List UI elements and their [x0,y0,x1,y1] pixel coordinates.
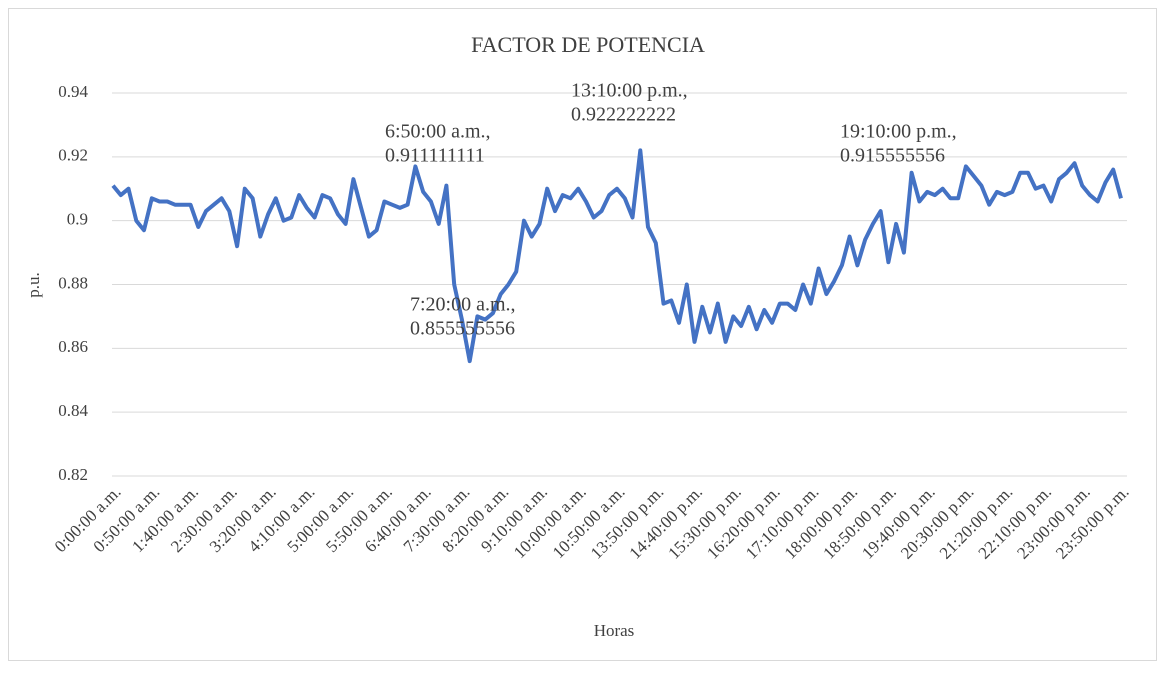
annotation: 0.922222222 [571,104,676,126]
data-line [111,148,1123,364]
annotation: 19:10:00 p.m., [840,121,957,143]
y-tick-label: 0.84 [58,401,88,420]
annotation: 6:50:00 a.m., [385,121,491,143]
y-tick-label: 0.88 [58,273,88,292]
annotation: 0.915555556 [840,145,945,167]
annotation: 0.911111111 [385,145,485,167]
y-axis-title: p.u. [24,272,43,298]
chart-border [8,8,1157,661]
x-axis-title: Horas [594,621,635,640]
y-tick-label: 0.92 [58,146,88,165]
annotation: 13:10:00 p.m., [571,80,688,102]
annotation: 0.855555556 [410,318,515,340]
chart-title: FACTOR DE POTENCIA [471,32,705,57]
annotation: 7:20:00 a.m., [410,294,516,316]
y-tick-label: 0.86 [58,337,88,356]
y-tick-label: 0.82 [58,465,88,484]
y-tick-label: 0.94 [58,82,88,101]
y-tick-label: 0.9 [67,210,88,229]
